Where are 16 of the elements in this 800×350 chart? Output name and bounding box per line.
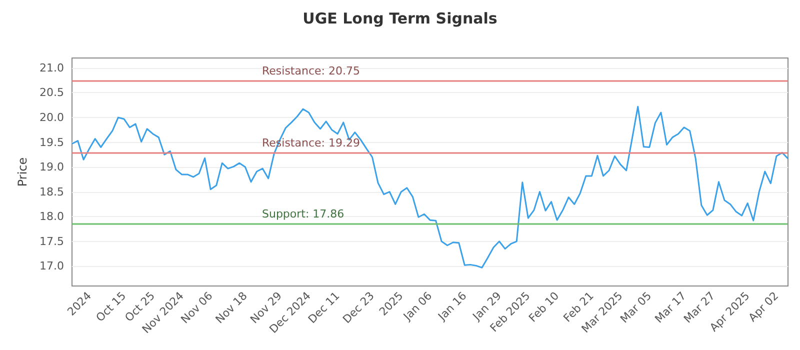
y-tick-label: 21.0 [40, 61, 64, 74]
y-tick-label: 20.0 [40, 110, 64, 124]
y-tick-label: 19.0 [40, 160, 64, 174]
y-tick-label: 17.0 [40, 260, 64, 273]
y-tick-label: 20.5 [40, 86, 64, 100]
y-axis-title: Price [16, 157, 30, 187]
y-tick-label: 18.0 [40, 210, 64, 224]
y-tick-label: 19.5 [40, 136, 64, 149]
x-tick-label: Dec 23 [340, 289, 377, 326]
chart-title: UGE Long Term Signals [302, 10, 498, 28]
ref-line-label: Resistance: 20.75 [262, 64, 360, 78]
ref-line-label: Support: 17.86 [262, 208, 344, 221]
y-tick-label: 18.5 [40, 185, 64, 198]
line-series [71, 106, 789, 268]
x-tick-label: Jan 16 [435, 289, 470, 324]
y-tick-label: 17.5 [40, 234, 64, 248]
